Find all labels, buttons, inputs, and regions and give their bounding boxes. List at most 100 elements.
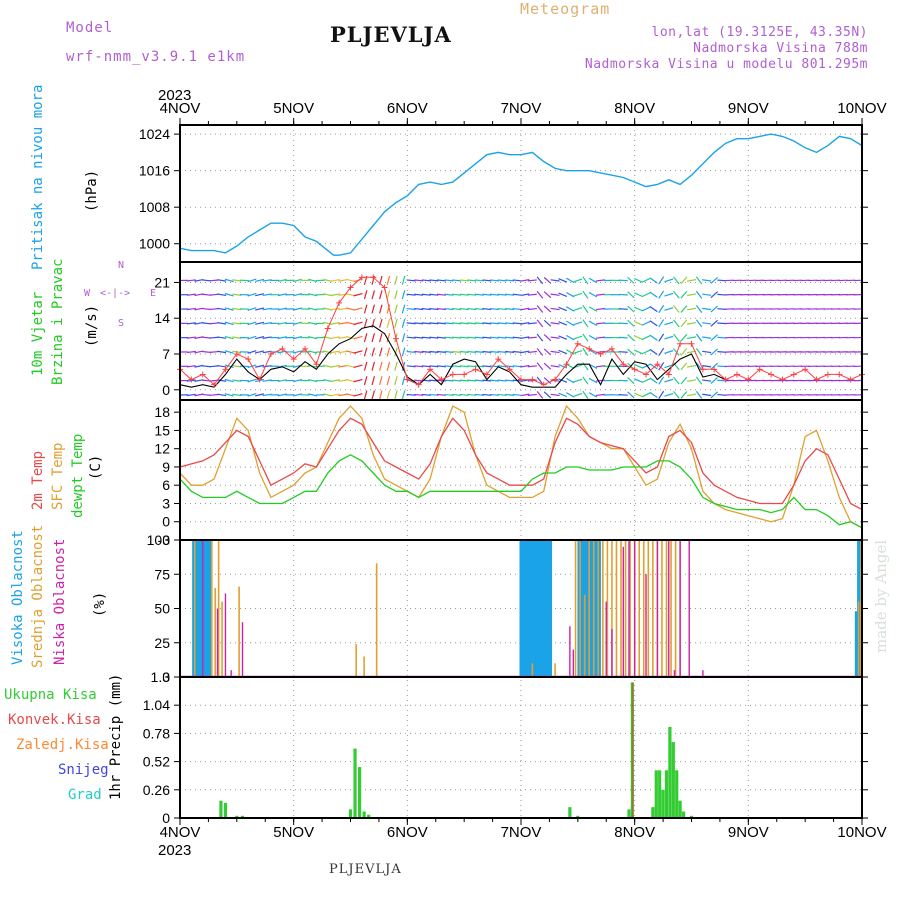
data-layer	[177, 133, 865, 818]
wind-gust-marker	[313, 361, 320, 368]
wind-arrow	[717, 336, 727, 339]
wind-arrow	[489, 336, 500, 339]
wind-arrow	[371, 347, 376, 357]
wind-arrow	[444, 393, 454, 396]
y-tick-label: 0	[162, 382, 170, 398]
wind-arrow	[394, 304, 398, 314]
wind-arrow	[232, 336, 242, 339]
cloud-bar-high	[208, 540, 212, 677]
wind-arrow	[588, 320, 598, 327]
wind-arrow	[209, 279, 219, 282]
wind-arrow	[474, 379, 484, 382]
wind-arrow	[247, 278, 257, 283]
wind-arrow	[444, 322, 454, 325]
cloud-bar-high	[854, 611, 858, 677]
wind-arrow	[649, 305, 658, 313]
precip-bar-total	[671, 742, 675, 818]
wind-arrow	[224, 307, 234, 311]
cloud-bar-mid	[611, 540, 613, 677]
day-label-top: 10NOV	[837, 100, 886, 117]
cloud-bar-mid	[588, 540, 590, 677]
wind-arrow	[566, 377, 575, 384]
y-tick-label: 1.3	[151, 669, 171, 685]
wind-arrow	[618, 351, 628, 353]
wind-arrow	[649, 348, 658, 356]
cloud-bar-mid	[670, 540, 672, 677]
legend-total-precip: Ukupna Kisa	[4, 687, 97, 703]
wind-arrow	[429, 307, 439, 311]
wind-arrow	[543, 276, 552, 284]
wind-arrow	[444, 279, 454, 282]
wind-arrow	[573, 392, 583, 397]
wind-arrow	[673, 290, 680, 299]
wind-arrow	[452, 336, 462, 339]
wind-arrow	[262, 279, 272, 282]
wind-arrow	[394, 347, 398, 357]
wind-arrow	[345, 293, 356, 297]
wind-arrow	[406, 279, 416, 282]
legend-hail: Grad	[68, 787, 102, 803]
wind-arrow	[588, 392, 598, 398]
cloud-bar-high	[597, 540, 601, 677]
wind-arrow	[664, 392, 674, 397]
wind-arrow	[232, 307, 242, 311]
wind-arrow	[194, 278, 204, 282]
wind-arrow	[512, 336, 522, 339]
wind-arrow	[588, 377, 598, 384]
y-tick-label: 75	[154, 566, 170, 582]
wind-arrow	[363, 390, 368, 400]
cloud-bar-mid	[579, 540, 581, 677]
wind-gust-marker	[506, 366, 513, 373]
wind-arrow	[247, 292, 257, 297]
wind-arrow	[194, 379, 204, 383]
wind-arrow	[505, 336, 515, 339]
wind-arrow	[262, 350, 272, 354]
wind-gust-marker	[643, 371, 650, 378]
wind-arrow	[482, 393, 492, 396]
wind-gust-marker	[290, 356, 297, 363]
y-tick-label: 0.26	[143, 782, 170, 798]
wind-arrow	[566, 320, 575, 327]
wind-arrow	[345, 278, 356, 283]
wind-gust-marker	[733, 371, 740, 378]
wind-arrow	[330, 279, 340, 282]
wind-arrow	[363, 361, 368, 371]
wind-arrow	[497, 379, 507, 382]
wind-arrow	[323, 321, 333, 325]
wind-arrow	[505, 279, 515, 282]
panel-frames	[179, 124, 863, 819]
wind-arrow	[353, 378, 363, 383]
wind-arrow	[649, 291, 658, 298]
cloud-bar-low	[668, 540, 670, 677]
model-label: Model	[66, 20, 114, 36]
wind-arrow	[232, 379, 242, 382]
model-altitude: Nadmorska Visina u modelu 801.295m	[584, 57, 868, 72]
precip-bar-total	[348, 809, 353, 818]
wind-arrow	[232, 279, 242, 282]
wind-arrow	[489, 307, 500, 311]
day-label-top: 8NOV	[614, 100, 655, 117]
wind-arrow	[558, 335, 568, 340]
wind-arrow	[406, 350, 416, 354]
year-top-label: 2023	[158, 87, 191, 104]
wind-arrow	[394, 361, 398, 371]
y-tick-label: 1024	[139, 126, 170, 142]
precip-bar-total	[658, 770, 662, 818]
wind-arrow	[686, 293, 697, 297]
wind-arrow	[673, 376, 680, 385]
precip-bar-total	[627, 809, 631, 818]
wind-arrow	[209, 336, 219, 339]
wind-arrow	[649, 363, 658, 370]
wind-arrow	[186, 365, 196, 368]
wind-arrow	[186, 393, 196, 397]
wind-gust-marker	[699, 366, 706, 373]
precip-bar-total	[689, 815, 694, 818]
y-tick-label: 0	[162, 669, 170, 685]
wind-gust-marker	[665, 371, 672, 378]
wind-gust-marker	[574, 340, 581, 347]
wind-arrow	[209, 393, 219, 396]
wind-compass-s: S	[118, 318, 125, 329]
y-tick-label: 15	[154, 422, 170, 438]
wind-arrow	[308, 321, 318, 325]
cloud-bar-mid	[642, 540, 645, 677]
